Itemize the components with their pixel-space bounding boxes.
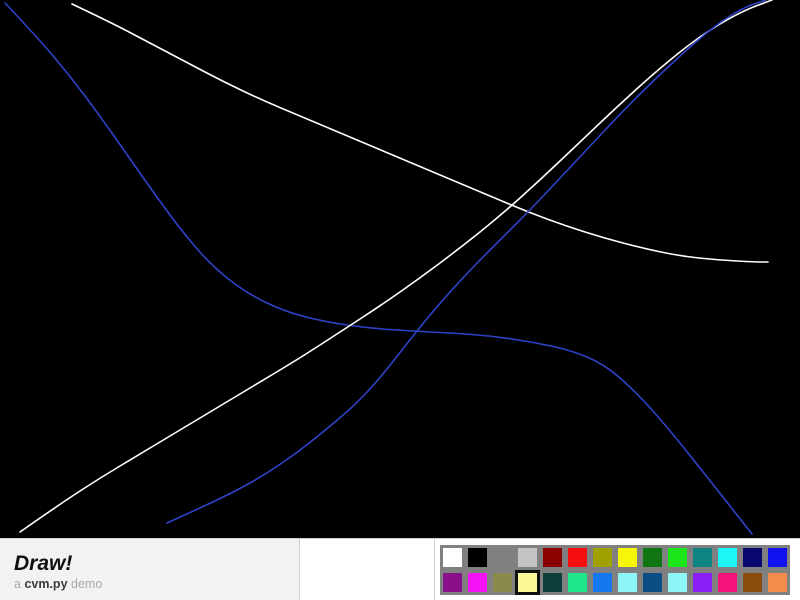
- color-swatch-dark-red[interactable]: [540, 544, 565, 570]
- app-subtitle: a cvm.py demo: [14, 577, 299, 592]
- color-swatch-gray[interactable]: [490, 544, 515, 570]
- color-swatch-blue[interactable]: [765, 544, 790, 570]
- color-swatch-olive[interactable]: [590, 544, 615, 570]
- color-palette-panel: [434, 538, 800, 600]
- white-ascending-curve: [19, 0, 773, 533]
- color-swatch-orange[interactable]: [765, 569, 790, 595]
- toolbar-spacer: [300, 538, 434, 600]
- color-swatch-black[interactable]: [465, 544, 490, 570]
- color-swatch-pale-cyan[interactable]: [615, 569, 640, 595]
- white-descending-curve: [71, 3, 769, 263]
- title-panel: Draw! a cvm.py demo: [0, 538, 300, 600]
- canvas-strokes-layer: [4, 0, 773, 535]
- color-swatch-dark-green[interactable]: [640, 544, 665, 570]
- color-swatch-pink[interactable]: [715, 569, 740, 595]
- subtitle-suffix: demo: [67, 577, 103, 592]
- color-swatch-light-yellow[interactable]: [515, 569, 540, 595]
- color-swatch-dark-khaki[interactable]: [490, 569, 515, 595]
- color-swatch-light-gray[interactable]: [515, 544, 540, 570]
- color-swatch-steel-blue[interactable]: [640, 569, 665, 595]
- blue-ascending-curve: [166, 0, 767, 524]
- color-swatch-teal[interactable]: [690, 544, 715, 570]
- color-swatch-green[interactable]: [665, 544, 690, 570]
- color-swatch-magenta[interactable]: [465, 569, 490, 595]
- color-swatch-violet[interactable]: [690, 569, 715, 595]
- subtitle-module-name: cvm.py: [24, 577, 68, 592]
- color-swatch-red[interactable]: [565, 544, 590, 570]
- subtitle-prefix: a: [14, 577, 25, 592]
- color-swatch-spring-green[interactable]: [565, 569, 590, 595]
- color-swatch-dark-teal[interactable]: [540, 569, 565, 595]
- color-swatch-navy[interactable]: [740, 544, 765, 570]
- blue-descending-curve: [4, 2, 753, 535]
- color-swatch-yellow[interactable]: [615, 544, 640, 570]
- drawing-canvas[interactable]: [0, 0, 800, 538]
- color-swatch-pale-turquoise[interactable]: [665, 569, 690, 595]
- color-swatch-cyan[interactable]: [715, 544, 740, 570]
- color-palette-grid[interactable]: [440, 544, 790, 595]
- color-swatch-dodger-blue[interactable]: [590, 569, 615, 595]
- page-title: Draw!: [14, 552, 73, 576]
- bottom-toolbar: Draw! a cvm.py demo: [0, 538, 800, 600]
- color-swatch-white[interactable]: [440, 544, 465, 570]
- color-swatch-brown[interactable]: [740, 569, 765, 595]
- color-swatch-purple[interactable]: [440, 569, 465, 595]
